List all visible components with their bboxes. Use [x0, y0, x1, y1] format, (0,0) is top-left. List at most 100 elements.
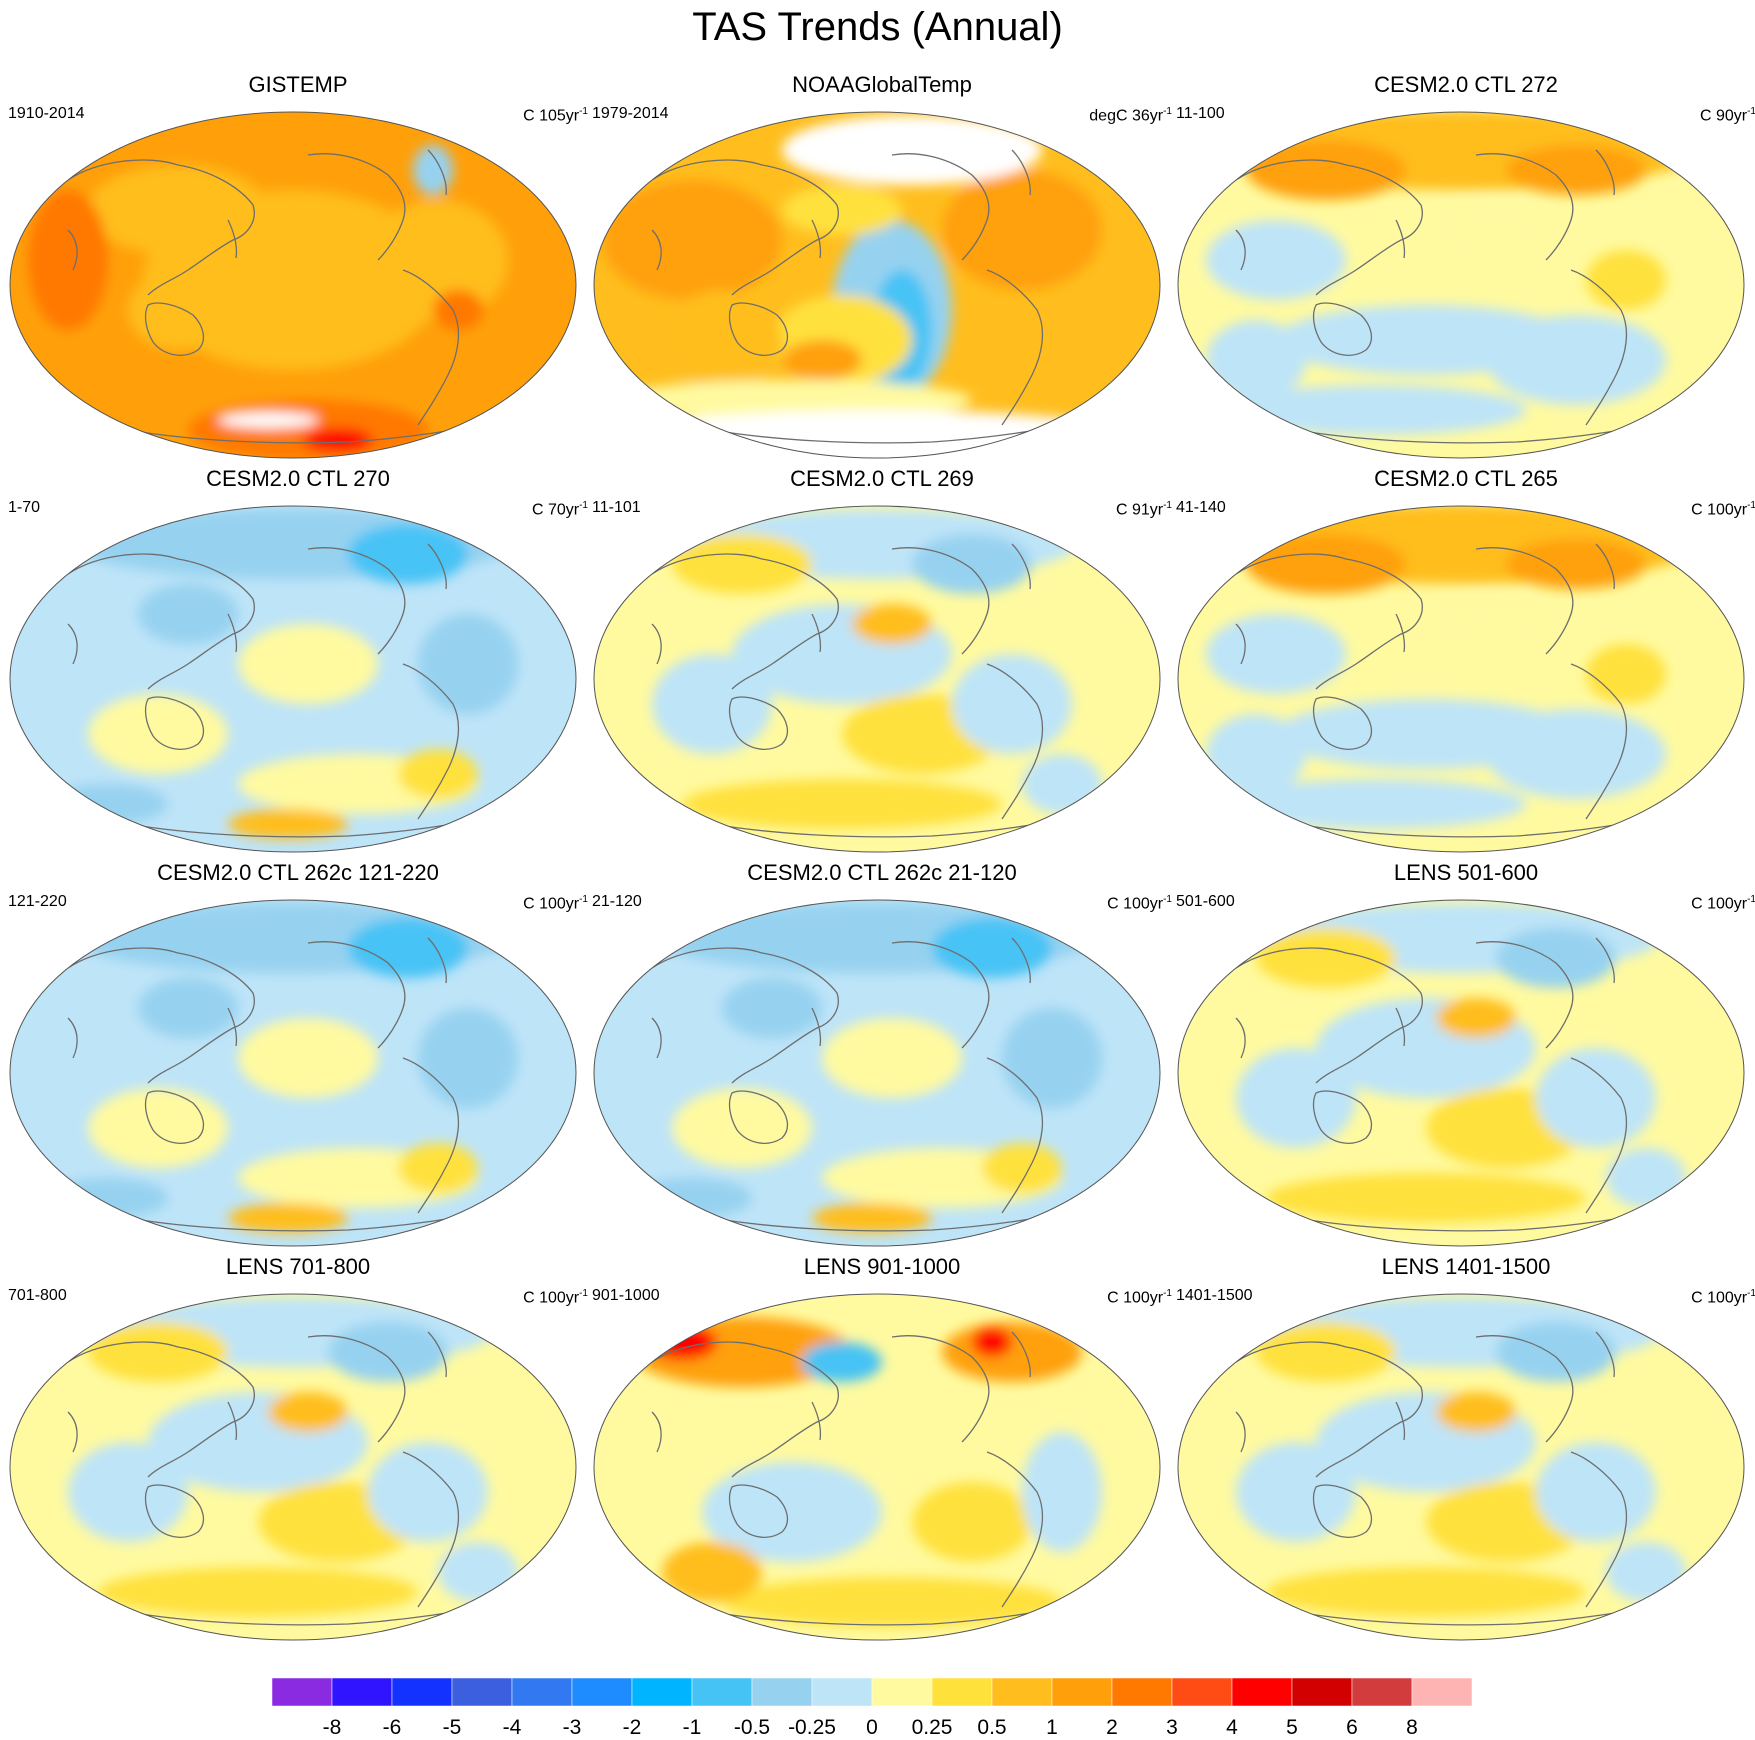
- colorbar-swatch: [331, 1678, 393, 1707]
- trend-anomaly-region: [398, 749, 478, 799]
- coastline: [1011, 543, 1031, 590]
- trend-anomaly-region: [48, 1178, 168, 1218]
- world-map: [1177, 505, 1745, 853]
- trend-anomaly-region: [88, 1088, 228, 1168]
- coastline: [1595, 543, 1615, 590]
- world-map: [9, 505, 577, 853]
- coastline: [67, 159, 255, 296]
- coastline: [402, 1057, 460, 1214]
- coastline: [1235, 1017, 1246, 1059]
- colorbar-swatch: [1231, 1678, 1293, 1707]
- units-exponent: -1: [579, 894, 588, 905]
- map-panel: LENS 901-1000 901-1000 C 100yr-1: [592, 1254, 1172, 1649]
- panel-period: 121-220: [8, 893, 67, 910]
- coastline: [1395, 613, 1406, 653]
- trend-anomaly-region: [662, 1542, 762, 1602]
- coastline: [227, 1401, 238, 1441]
- panel-title: LENS 701-800: [225, 1254, 371, 1279]
- map-panel: CESM2.0 CTL 270 1-70 C 70yr-1: [8, 466, 588, 861]
- panel-period: 41-140: [1176, 499, 1226, 516]
- coastline: [1570, 1057, 1628, 1214]
- panel-units: C 70yr-1: [532, 496, 588, 520]
- coastline: [1235, 1411, 1246, 1453]
- coastline: [651, 1017, 662, 1059]
- panel-period: 21-120: [592, 893, 642, 910]
- colorbar-swatch: [271, 1678, 333, 1707]
- trend-anomaly-region: [942, 1322, 1082, 1382]
- coastline: [891, 153, 990, 261]
- colorbar-tick-label: -2: [623, 1716, 642, 1738]
- world-map: [593, 899, 1161, 1247]
- colorbar-tick-label: -1: [683, 1716, 702, 1738]
- trend-anomaly-region: [368, 1442, 488, 1542]
- trend-anomaly-region: [1506, 145, 1646, 195]
- trend-anomaly-region: [1236, 1048, 1356, 1148]
- trend-anomaly-region: [1256, 928, 1396, 988]
- coastline: [651, 159, 839, 296]
- coastline: [1570, 1451, 1628, 1608]
- coastline: [1595, 1331, 1615, 1378]
- map-border: [9, 1293, 577, 1641]
- trend-anomaly-region: [852, 604, 932, 644]
- trend-anomaly-region: [1436, 1392, 1516, 1432]
- trend-anomaly-region: [1246, 534, 1406, 594]
- trend-anomaly-region: [438, 1542, 518, 1602]
- coastline: [1595, 149, 1615, 196]
- coastline: [402, 1451, 460, 1608]
- coastline: [891, 1335, 990, 1443]
- panel-period: 1401-1500: [1176, 1287, 1253, 1304]
- trend-anomaly-region: [1426, 200, 1546, 260]
- panel-units: C 100yr-1: [1691, 496, 1755, 520]
- colorbar-tick-label: -5: [443, 1716, 462, 1738]
- coastline: [1235, 1341, 1423, 1478]
- map-border: [1177, 1293, 1745, 1641]
- trend-anomaly-region: [88, 694, 228, 774]
- trend-anomaly-region: [1256, 1322, 1396, 1382]
- units-text: C 100yr: [1691, 501, 1748, 519]
- trend-anomaly-region: [1496, 1322, 1616, 1382]
- trend-anomaly-region: [368, 200, 508, 320]
- trend-anomaly-region: [418, 1008, 518, 1108]
- colorbar-swatch: [391, 1678, 453, 1707]
- coastline: [1570, 269, 1628, 426]
- colorbar-tick-label: 2: [1106, 1716, 1118, 1738]
- map-panel: CESM2.0 CTL 262c 121-220 121-220 C 100yr-1: [8, 860, 588, 1255]
- trend-anomaly-region: [413, 145, 453, 195]
- coastline: [986, 663, 1044, 820]
- trend-anomaly-region: [328, 1322, 448, 1382]
- panel-title: CESM2.0 CTL 262c 21-120: [747, 860, 1017, 885]
- trend-anomaly-region: [782, 115, 1042, 185]
- coastline: [1235, 947, 1423, 1084]
- units-text: C 90yr: [1699, 107, 1748, 125]
- coastline: [67, 1017, 78, 1059]
- map-border: [9, 111, 577, 459]
- panel-units: C 100yr-1: [523, 890, 588, 914]
- coastline: [427, 1331, 447, 1378]
- coastline: [427, 149, 447, 196]
- coastline: [1475, 153, 1574, 261]
- coastline: [651, 229, 662, 271]
- coastline: [1595, 937, 1615, 984]
- trend-anomaly-region: [1496, 928, 1616, 988]
- trend-anomaly-region: [1536, 1048, 1656, 1148]
- colorbar: -8 -6 -5 -4 -3 -2 -1 -0.5 -0.25 0 0.25 0.5 1 2 3 4 5 6 8: [271, 1678, 1473, 1738]
- panel-period: 11-101: [592, 499, 641, 516]
- map-panel: CESM2.0 CTL 272 11-100 C 90yr-1: [1176, 72, 1755, 467]
- units-text: C 105yr: [523, 107, 580, 125]
- trend-anomaly-region: [398, 1143, 478, 1193]
- trend-anomaly-region: [28, 190, 108, 330]
- trend-anomaly-region: [303, 428, 373, 452]
- units-exponent: -1: [1747, 1288, 1755, 1299]
- coastline: [651, 1341, 839, 1478]
- trend-anomaly-region: [782, 185, 902, 235]
- colorbar-tick-label: 5: [1286, 1716, 1298, 1738]
- panel-title: CESM2.0 CTL 262c 121-220: [157, 860, 439, 885]
- panel-units: C 90yr-1: [1700, 102, 1755, 126]
- panel-units: C 100yr-1: [1691, 1284, 1755, 1308]
- trend-anomaly-region: [652, 654, 772, 754]
- coastline: [67, 1341, 255, 1478]
- coastline: [144, 696, 205, 750]
- units-exponent: -1: [579, 500, 588, 511]
- coastline: [651, 947, 839, 1084]
- colorbar-swatch: [631, 1678, 693, 1707]
